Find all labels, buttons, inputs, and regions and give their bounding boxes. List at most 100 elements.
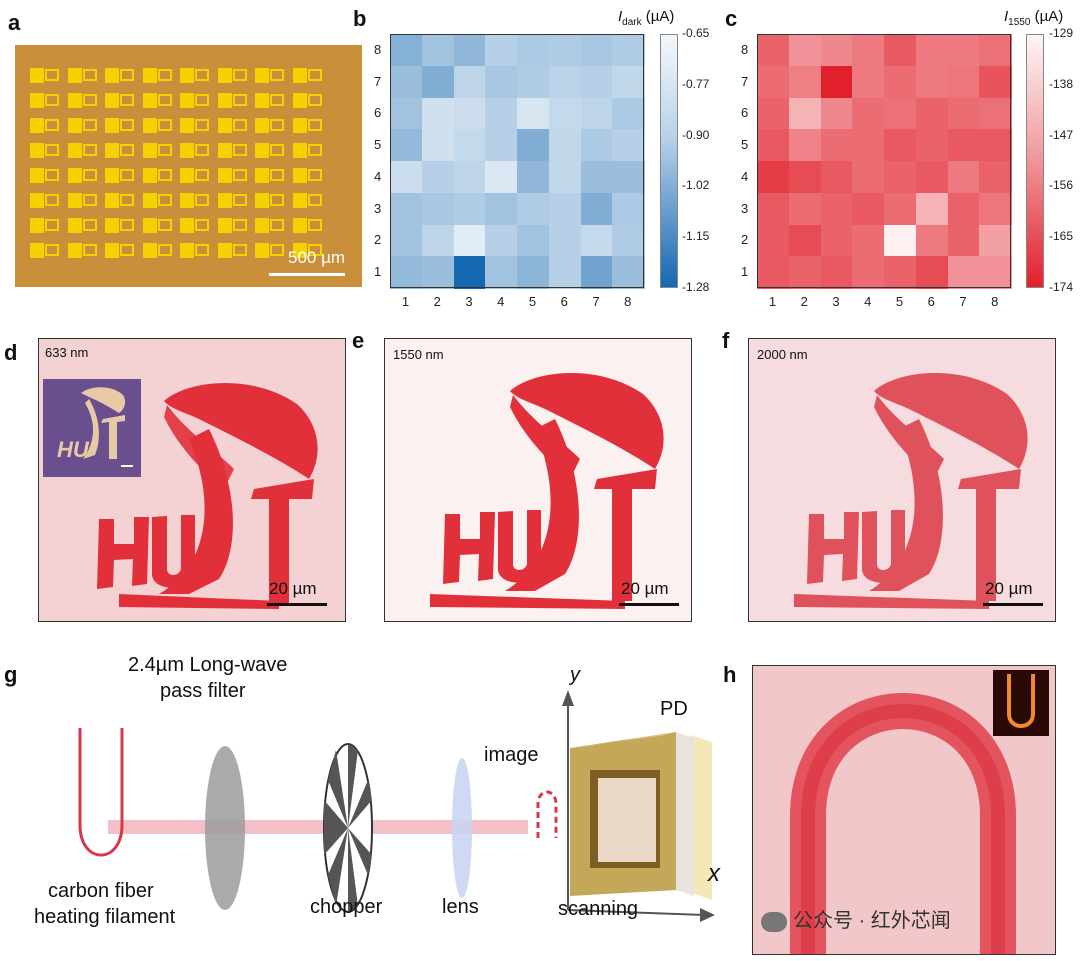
heatmap-cell — [390, 161, 423, 194]
image-shape — [536, 790, 558, 838]
heatmap-cell — [580, 224, 613, 257]
heatmap-cell — [852, 65, 885, 98]
colorbar-tick-label: -0.77 — [682, 76, 710, 91]
electrode-pad — [30, 118, 44, 133]
heatmap-cell — [421, 65, 454, 98]
heatmap-cell — [788, 34, 821, 67]
heatmap-cell — [453, 65, 486, 98]
heatmap-cell — [580, 34, 613, 67]
x-tick-label: 5 — [528, 294, 537, 309]
y-tick-label: 7 — [374, 73, 382, 89]
electrode-ring — [120, 69, 134, 81]
hust-logo-image-f — [794, 372, 1028, 609]
filament-scan-image — [790, 693, 1016, 954]
heatmap-cell — [612, 97, 645, 130]
heatmap-cell — [884, 34, 917, 67]
electrode-ring — [232, 169, 247, 181]
electrode-ring — [82, 119, 97, 131]
heatmap-cell — [453, 97, 486, 130]
panel-label-a: a — [8, 10, 21, 35]
electrode-ring — [195, 194, 209, 206]
x-tick-label: 1 — [768, 294, 777, 309]
heatmap-cell — [788, 65, 821, 98]
electrode-ring — [157, 144, 172, 156]
heatmap-cell — [390, 192, 423, 225]
heatmap-cell — [915, 129, 948, 162]
heatmap-cell — [820, 192, 853, 225]
lens-shape — [452, 758, 472, 898]
heatmap-cell — [852, 224, 885, 257]
inset-logo-text: HU — [57, 437, 90, 462]
heatmap-cell — [947, 65, 980, 98]
x-tick-label: 4 — [864, 294, 872, 309]
electrode-pad — [142, 218, 157, 233]
electrode-ring — [120, 194, 134, 206]
image-label: image — [484, 744, 539, 766]
electrode-pad — [255, 243, 269, 258]
electrode-pad — [217, 143, 232, 158]
electrode-ring — [195, 144, 209, 156]
electrode-pad — [180, 168, 194, 183]
electrode-pad — [217, 218, 232, 233]
electrode-ring — [120, 119, 134, 131]
electrode-pad — [67, 193, 82, 208]
colorbar-tick-label: -156 — [1049, 178, 1074, 193]
image-1550nm: 1550 nm 20 µm — [384, 338, 692, 622]
y-tick-label: 5 — [374, 137, 382, 153]
heatmap-cell — [915, 224, 948, 257]
electrode-ring — [82, 169, 97, 181]
electrode-ring — [270, 169, 284, 181]
heatmap-cell — [612, 192, 645, 225]
electrode-ring — [270, 194, 284, 206]
electrode-ring — [307, 94, 322, 106]
electrode-pad — [217, 243, 232, 258]
imaging-setup-diagram: 2.4µm Long-wave pass filter carbon fiber… — [0, 650, 740, 961]
scalebar-label-d: 20 µm — [269, 579, 317, 598]
electrode-ring — [307, 144, 322, 156]
y-tick-label: 8 — [374, 41, 382, 57]
electrode-ring — [157, 69, 172, 81]
electrode-pad — [105, 218, 119, 233]
heatmap-cell — [979, 34, 1012, 67]
electrode-ring — [232, 194, 247, 206]
electrode-ring — [307, 244, 322, 256]
heatmap-cell — [548, 34, 581, 67]
heatmap-cell — [453, 34, 486, 67]
photodetector-stack — [570, 732, 712, 900]
heatmap-cell — [421, 256, 454, 289]
heatmap-cell — [884, 256, 917, 289]
electrode-ring — [270, 119, 284, 131]
scalebar-label-a: 500 µm — [288, 248, 346, 267]
heatmap-cell — [548, 192, 581, 225]
electrode-pad-grid — [16, 46, 361, 286]
heatmap-cell — [612, 65, 645, 98]
heatmap-cell — [548, 65, 581, 98]
electrode-ring — [232, 219, 247, 231]
panel-label-f: f — [722, 328, 730, 353]
filter-shape — [205, 746, 245, 910]
y-tick-label: 5 — [741, 137, 749, 153]
colorbar-tick-label: -0.90 — [682, 127, 710, 142]
heatmap-cell — [757, 34, 790, 67]
heatmap-cell — [757, 97, 790, 130]
electrode-pad — [180, 218, 194, 233]
heatmap-cell — [485, 34, 518, 67]
electrode-pad — [142, 93, 157, 108]
heatmap-cell — [485, 161, 518, 194]
panel-label-c: c — [725, 6, 738, 31]
x-tick-label: 3 — [465, 294, 473, 309]
electrode-pad — [30, 68, 44, 83]
heatmap-cell — [580, 97, 613, 130]
electrode-pad — [255, 218, 269, 233]
heatmap-cell — [915, 192, 948, 225]
y-tick-label: 8 — [741, 41, 749, 57]
heatmap-cell — [915, 97, 948, 130]
electrode-pad — [67, 168, 82, 183]
electrode-pad — [105, 143, 119, 158]
x-tick-label: 3 — [832, 294, 840, 309]
electrode-pad — [180, 193, 194, 208]
heatmap-cell — [852, 161, 885, 194]
electrode-pad — [67, 93, 82, 108]
heatmap-cell — [757, 256, 790, 289]
heatmap-cell — [421, 129, 454, 162]
